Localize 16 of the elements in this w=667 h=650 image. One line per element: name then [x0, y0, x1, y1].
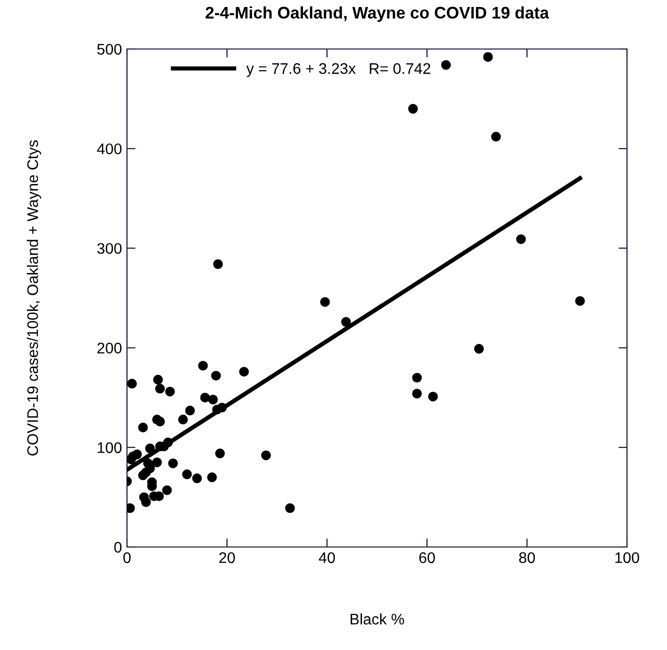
y-tick-label: 100 [98, 442, 122, 454]
x-tick-label: 100 [615, 552, 640, 564]
y-tick-label: 200 [97, 342, 122, 354]
legend-label: y = 77.6 + 3.23x R= 0.742 [246, 63, 430, 77]
x-tick-label: 80 [519, 552, 535, 564]
y-tick-label: 0 [114, 542, 122, 553]
x-tick-label: 0 [123, 552, 131, 564]
chart-title: 2-4-Mich Oakland, Wayne co COVID 19 data [206, 6, 550, 22]
y-axis-title: COVID-19 cases/100k, Oakland + Wayne Ctys [26, 140, 42, 456]
x-tick-label: 20 [219, 552, 235, 564]
x-axis-title: Black % [350, 613, 404, 625]
y-tick-label: 400 [97, 143, 122, 154]
x-tick-label: 40 [318, 552, 335, 564]
y-tick-label: 500 [97, 44, 122, 55]
y-tick-label: 300 [97, 243, 122, 254]
x-tick-label: 60 [419, 552, 435, 564]
